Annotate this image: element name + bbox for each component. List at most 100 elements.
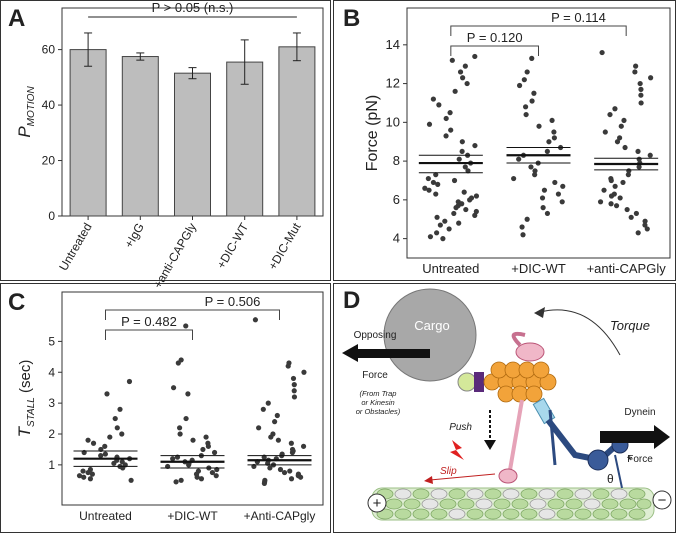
- x-tick-label: +Anti-CAPgly: [244, 509, 316, 523]
- point: [443, 115, 449, 122]
- point: [540, 205, 546, 211]
- point: [551, 129, 557, 135]
- point: [628, 214, 634, 220]
- point: [523, 111, 529, 118]
- point: [287, 468, 293, 474]
- source-label: (From Trap: [360, 389, 397, 398]
- point: [436, 102, 442, 108]
- point: [621, 117, 627, 124]
- point: [539, 195, 546, 201]
- plot-frame: [406, 7, 671, 259]
- point: [128, 477, 134, 483]
- point: [524, 69, 530, 75]
- point: [597, 199, 604, 205]
- point: [549, 117, 555, 124]
- slip-spark: [450, 440, 464, 460]
- panel-label: D: [343, 287, 360, 314]
- point: [644, 226, 650, 232]
- point: [618, 123, 624, 129]
- point: [291, 394, 298, 400]
- point: [608, 177, 614, 184]
- point: [205, 443, 211, 449]
- point: [260, 406, 266, 412]
- y-tick-label: 1: [48, 458, 55, 472]
- point: [80, 468, 86, 474]
- x-tick-label: +DIC-WT: [167, 509, 218, 523]
- point: [102, 451, 108, 457]
- point: [268, 434, 274, 440]
- point: [112, 415, 118, 422]
- arrow-head: [534, 307, 545, 318]
- comparison-bracket: [450, 45, 539, 56]
- point: [647, 152, 653, 158]
- y-tick-label: 5: [48, 334, 55, 348]
- point: [170, 456, 176, 462]
- point: [529, 55, 535, 61]
- x-tick-label: Untreated: [422, 261, 479, 276]
- comparison-label: P = 0.506: [205, 294, 261, 309]
- minus-label: −: [658, 492, 667, 509]
- point: [433, 172, 439, 178]
- point: [524, 216, 530, 222]
- point: [459, 148, 465, 155]
- point: [290, 375, 297, 382]
- point: [437, 222, 443, 228]
- plot-frame: [61, 291, 324, 506]
- point: [98, 453, 104, 459]
- point: [427, 234, 434, 240]
- point: [446, 226, 452, 232]
- x-tick-label: Untreated: [56, 221, 94, 274]
- point: [198, 476, 205, 482]
- point: [625, 172, 631, 178]
- point: [468, 195, 475, 201]
- bar: [69, 49, 107, 217]
- p150: [511, 331, 526, 347]
- point: [635, 230, 641, 236]
- diagram: D + − Cargo Opposing Force (From Trap or…: [342, 287, 672, 521]
- dynein-arrow: [600, 425, 670, 449]
- y-tick-label: 4: [48, 365, 55, 379]
- source-label: or Kinesin: [361, 398, 394, 407]
- y-tick-label: 2: [48, 427, 55, 441]
- comparison-label: P = 0.482: [121, 314, 177, 329]
- point: [300, 443, 307, 449]
- dynein-force-label: Force: [627, 454, 653, 465]
- point: [183, 323, 189, 329]
- y-axis-label: PMOTION: [15, 86, 37, 138]
- point: [642, 218, 648, 224]
- y-axis-label: TSTALL (sec): [15, 360, 37, 438]
- point: [465, 168, 471, 174]
- y-axis-label: Force (pN): [364, 95, 381, 171]
- y-axis-label-part: T: [15, 425, 34, 437]
- y-tick-label: 3: [48, 396, 55, 410]
- point: [607, 111, 613, 118]
- point: [648, 75, 654, 81]
- y-axis-label-part: P: [15, 126, 34, 138]
- point: [291, 382, 297, 388]
- head: [498, 468, 518, 484]
- point: [177, 431, 183, 437]
- point: [81, 474, 87, 480]
- point: [463, 206, 469, 213]
- x-tick-label: +DIC-WT: [511, 261, 566, 276]
- y-tick-label: 6: [393, 192, 400, 207]
- y-tick-label: 12: [386, 76, 400, 91]
- y-axis-label-part: (sec): [17, 360, 34, 398]
- point: [462, 63, 468, 69]
- point: [531, 90, 537, 96]
- point: [622, 144, 628, 151]
- stalk: [508, 399, 524, 471]
- point: [275, 437, 281, 443]
- point: [472, 142, 478, 149]
- point: [560, 183, 566, 189]
- point: [76, 473, 83, 479]
- x-tick-label: +anti-CAPGly: [587, 261, 667, 276]
- point: [203, 434, 209, 440]
- point: [289, 449, 296, 456]
- point: [642, 222, 648, 228]
- force-label: Force: [362, 370, 388, 381]
- point: [430, 96, 436, 102]
- point: [632, 69, 638, 75]
- point: [442, 218, 448, 224]
- point: [267, 465, 273, 471]
